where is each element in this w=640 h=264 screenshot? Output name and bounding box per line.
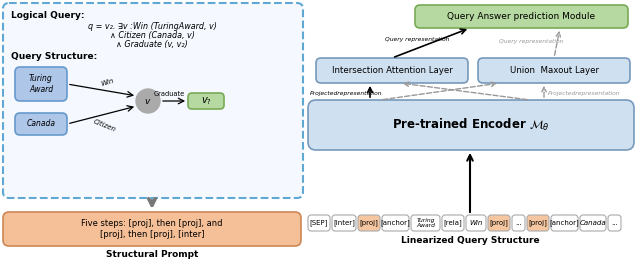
Text: Citizen: Citizen: [93, 118, 117, 133]
Text: Turing
Award: Turing Award: [416, 218, 435, 228]
Text: ∧ Citizen (Canada, v): ∧ Citizen (Canada, v): [109, 31, 195, 40]
FancyBboxPatch shape: [3, 3, 303, 198]
Text: [proj]: [proj]: [490, 220, 508, 226]
FancyBboxPatch shape: [308, 215, 330, 231]
Text: [proj]: [proj]: [360, 220, 378, 226]
FancyBboxPatch shape: [478, 58, 630, 83]
Text: [anchor]: [anchor]: [381, 220, 410, 226]
Text: Query representation: Query representation: [385, 37, 449, 43]
Text: [proj]: [proj]: [529, 220, 547, 226]
Text: [inter]: [inter]: [333, 220, 355, 226]
FancyBboxPatch shape: [411, 215, 440, 231]
Text: ...: ...: [515, 220, 522, 226]
FancyBboxPatch shape: [3, 212, 301, 246]
FancyBboxPatch shape: [316, 58, 468, 83]
Text: Canada: Canada: [26, 120, 56, 129]
FancyBboxPatch shape: [15, 67, 67, 101]
Text: ∧ Graduate (v, v₂): ∧ Graduate (v, v₂): [116, 40, 188, 49]
FancyBboxPatch shape: [15, 113, 67, 135]
Text: Linearized Query Structure: Linearized Query Structure: [401, 236, 540, 245]
Text: [anchor]: [anchor]: [550, 220, 579, 226]
FancyBboxPatch shape: [415, 5, 628, 28]
FancyBboxPatch shape: [308, 100, 634, 150]
Text: Win: Win: [469, 220, 483, 226]
Text: $v_?$: $v_?$: [200, 95, 211, 107]
Text: Projectedrepresentation: Projectedrepresentation: [548, 91, 621, 96]
Text: Query Answer prediction Module: Query Answer prediction Module: [447, 12, 595, 21]
Text: Union  Maxout Layer: Union Maxout Layer: [509, 66, 598, 75]
FancyBboxPatch shape: [608, 215, 621, 231]
Text: $v$: $v$: [144, 97, 152, 106]
Text: Query representation: Query representation: [499, 40, 563, 45]
Text: [rela]: [rela]: [444, 220, 462, 226]
Text: Projectedrepresentation: Projectedrepresentation: [310, 92, 383, 97]
Text: q = v₂. ∃v :Win (TuringAward, v): q = v₂. ∃v :Win (TuringAward, v): [88, 22, 216, 31]
Text: ...: ...: [611, 220, 618, 226]
Text: Graduate: Graduate: [154, 91, 184, 97]
FancyBboxPatch shape: [466, 215, 486, 231]
FancyBboxPatch shape: [358, 215, 380, 231]
FancyBboxPatch shape: [551, 215, 578, 231]
Text: [SEP]: [SEP]: [310, 220, 328, 226]
FancyBboxPatch shape: [512, 215, 525, 231]
Text: Logical Query:: Logical Query:: [11, 11, 84, 20]
FancyBboxPatch shape: [188, 93, 224, 109]
Text: Win: Win: [100, 78, 114, 87]
Text: Query Structure:: Query Structure:: [11, 52, 97, 61]
Text: Intersection Attention Layer: Intersection Attention Layer: [332, 66, 452, 75]
FancyBboxPatch shape: [332, 215, 356, 231]
Text: Canada: Canada: [580, 220, 606, 226]
FancyBboxPatch shape: [488, 215, 510, 231]
Text: Pre-trained Encoder $\mathcal{M}_\theta$: Pre-trained Encoder $\mathcal{M}_\theta$: [392, 117, 550, 133]
Text: Turing
Award: Turing Award: [29, 74, 53, 94]
FancyBboxPatch shape: [442, 215, 464, 231]
FancyBboxPatch shape: [527, 215, 549, 231]
Text: Structural Prompt: Structural Prompt: [106, 250, 198, 259]
Text: Five steps: [proj], then [proj], and
[proj], then [proj], [inter]: Five steps: [proj], then [proj], and [pr…: [81, 219, 223, 239]
FancyBboxPatch shape: [382, 215, 409, 231]
Circle shape: [136, 89, 160, 113]
FancyBboxPatch shape: [580, 215, 606, 231]
